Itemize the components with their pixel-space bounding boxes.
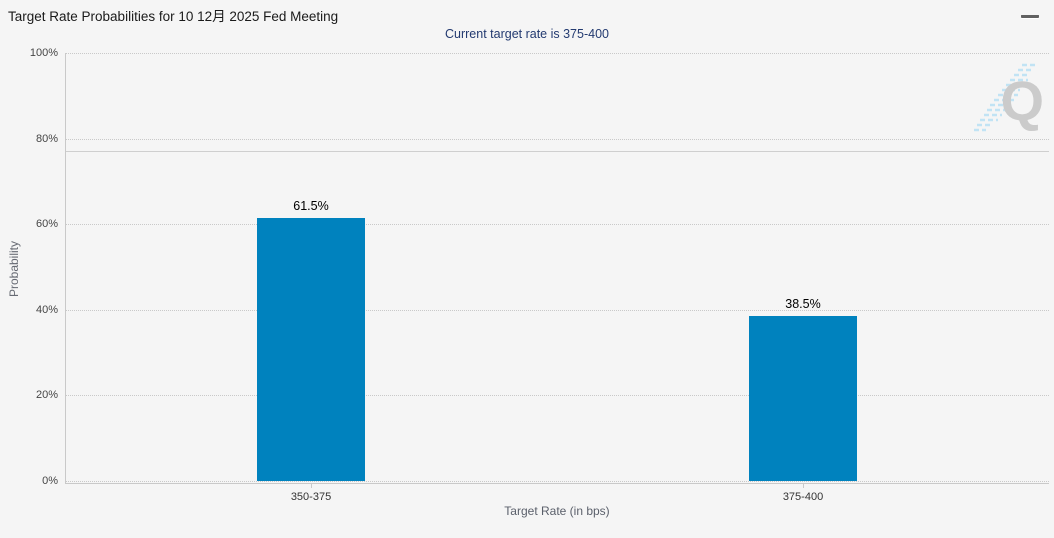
hamburger-bar [1021, 15, 1039, 18]
plot-line [65, 151, 1049, 153]
x-tick-mark [311, 483, 312, 488]
gridline-40% [65, 309, 1049, 311]
bar-value-label: 38.5% [785, 297, 821, 312]
bar-value-label: 61.5% [293, 198, 329, 213]
watermark-letter: Q [1000, 69, 1044, 132]
y-tick-label: 60% [35, 218, 58, 231]
y-tick-label: 40% [35, 303, 58, 316]
gridline-0% [65, 481, 1049, 482]
x-axis-title: Target Rate (in bps) [504, 504, 610, 518]
x-tick-mark [803, 483, 804, 488]
y-tick-label: 0% [42, 475, 58, 487]
x-tick-label: 350-375 [290, 491, 332, 503]
y-tick-label: 100% [29, 47, 58, 59]
chart-title: Target Rate Probabilities for 10 12月 202… [8, 9, 339, 24]
gridline-100% [65, 53, 1049, 54]
gridline-60% [65, 224, 1049, 226]
chart-subtitle: Current target rate is 375-400 [445, 27, 609, 41]
gridline-80% [65, 138, 1049, 140]
y-axis-line [65, 53, 66, 483]
gridline-20% [65, 395, 1049, 397]
quikstrike-q-logo-icon: Q [972, 56, 1048, 136]
hamburger-menu-icon[interactable] [1021, 7, 1041, 23]
x-axis-line [65, 483, 1049, 484]
y-tick-label: 20% [35, 389, 58, 402]
y-tick-label: 80% [35, 132, 58, 145]
x-tick-label: 375-400 [782, 491, 824, 503]
probability-bar-350-375[interactable] [257, 217, 365, 481]
probability-bar-375-400[interactable] [749, 316, 857, 481]
